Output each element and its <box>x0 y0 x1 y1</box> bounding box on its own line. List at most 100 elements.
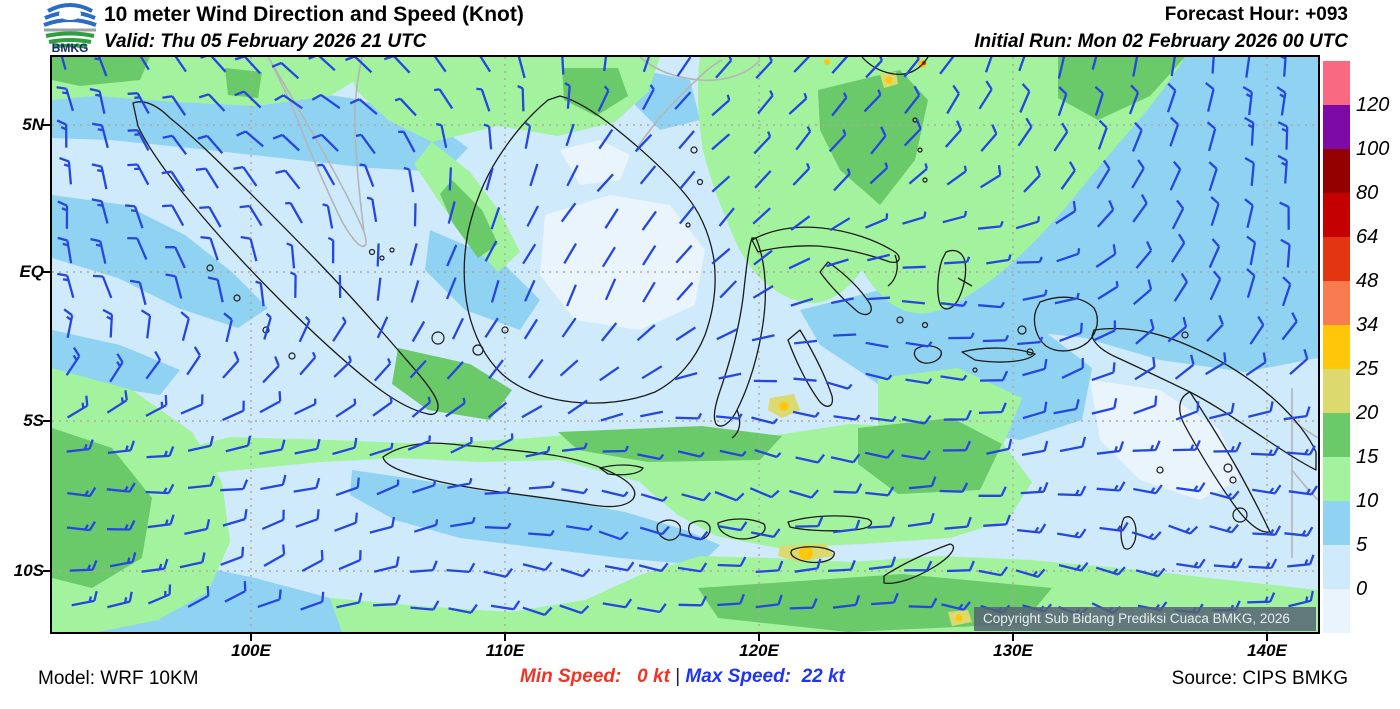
lat-tick-label: 5S <box>23 411 44 430</box>
lon-tick <box>758 634 760 641</box>
island-outline <box>472 344 484 356</box>
coastline-indonesia <box>937 249 967 310</box>
lon-tick <box>1012 634 1014 641</box>
initial-run-label: Initial Run: Mon 02 February 2026 00 UTC <box>974 31 1348 52</box>
wind-barbs <box>56 57 1318 617</box>
lon-tick-label: 100E <box>231 641 271 660</box>
island-outline <box>896 316 904 324</box>
lat-tick-label: 5N <box>22 115 44 134</box>
lon-tick-label: 120E <box>739 641 779 660</box>
speed-shade-spot <box>799 546 813 560</box>
speed-shade-green <box>225 68 262 98</box>
copyright-text: Copyright Sub Bidang Prediksi Cuaca BMKG… <box>983 611 1290 626</box>
island-outline <box>696 178 704 186</box>
speed-shade-spot <box>955 614 963 622</box>
legend-swatch <box>1323 589 1350 633</box>
lat-tick-label: EQ <box>19 262 44 281</box>
legend-tick-label: 0 <box>1356 578 1368 600</box>
island-outline <box>1156 466 1164 474</box>
legend-swatch <box>1323 457 1350 501</box>
wind-map-frame: Copyright Sub Bidang Prediksi Cuaca BMKG… <box>50 55 1320 634</box>
island-outline <box>690 146 698 154</box>
legend-tick-label: 80 <box>1356 182 1379 204</box>
legend-swatch <box>1323 325 1350 369</box>
coastline-indonesia <box>751 226 900 263</box>
source-label: Source: CIPS BMKG <box>1171 668 1348 689</box>
coastline-indonesia <box>1179 391 1271 533</box>
speed-summary: Min Speed: 0 kt | Max Speed: 22 kt <box>520 666 845 688</box>
island-outline <box>501 326 509 334</box>
coastline-indonesia <box>713 237 767 427</box>
lat-tick-label: 10S <box>13 561 44 580</box>
lon-tick-label: 130E <box>993 641 1033 660</box>
legend-tick-label: 64 <box>1356 226 1379 248</box>
coastline-indonesia <box>1091 327 1317 471</box>
lat-tick <box>43 271 50 273</box>
island-outline <box>1232 507 1248 523</box>
speed-shade-green <box>818 70 928 205</box>
speed-shade-green <box>1058 57 1185 120</box>
island-outline <box>1181 331 1189 339</box>
speed-shade-spot <box>824 59 830 65</box>
coastline-indonesia <box>132 101 439 416</box>
speed-shade-spot <box>885 76 893 84</box>
coastline-indonesia <box>861 57 929 76</box>
bmkg-logo-text: BMKG <box>51 41 89 55</box>
speed-shade-palest <box>1090 380 1240 500</box>
speed-shade-sky <box>350 470 720 565</box>
coastline-indonesia <box>1120 516 1137 550</box>
wind-map-canvas[interactable] <box>52 57 1318 632</box>
coastline-indonesia <box>961 347 1036 363</box>
page-title: 10 meter Wind Direction and Speed (Knot) <box>104 3 524 26</box>
speed-shade-green <box>52 428 152 588</box>
legend-tick-label: 10 <box>1356 490 1379 512</box>
speed-separator: | <box>669 666 686 687</box>
coastline-indonesia <box>887 254 898 287</box>
speed-shade-green <box>52 57 150 86</box>
legend-swatch <box>1323 105 1350 149</box>
coastline-indonesia <box>382 442 636 508</box>
speed-shade-sky <box>52 195 268 328</box>
island-outline <box>1223 463 1233 473</box>
island-outline <box>431 331 445 345</box>
coastline-indonesia <box>731 409 741 439</box>
speed-shade-green <box>858 418 1002 494</box>
coastline-indonesia <box>599 464 644 476</box>
lon-tick-label: 110E <box>485 641 525 660</box>
legend-tick-label: 120 <box>1356 94 1390 116</box>
legend-tick-label: 25 <box>1356 358 1379 380</box>
island-outline <box>1017 325 1027 335</box>
bmkg-logo-icon <box>43 3 97 49</box>
coastline-foreign <box>1291 419 1318 439</box>
coastline-indonesia <box>1033 296 1099 352</box>
coastline-indonesia <box>688 520 711 541</box>
coastline-indonesia <box>819 261 872 316</box>
lon-tick-label: 140E <box>1247 641 1287 660</box>
island-outline <box>685 222 691 228</box>
coastline-foreign <box>639 57 761 82</box>
legend-swatch <box>1323 281 1350 325</box>
island-outline <box>288 352 296 360</box>
legend-swatch <box>1323 237 1350 281</box>
coastline-foreign <box>267 57 367 248</box>
island-outline <box>233 294 241 302</box>
island-outline <box>922 177 928 183</box>
max-speed-label: Max Speed: 22 kt <box>685 666 845 687</box>
island-outline <box>917 147 923 153</box>
legend-swatch <box>1323 413 1350 457</box>
model-label: Model: WRF 10KM <box>38 668 199 689</box>
legend-swatch <box>1323 193 1350 237</box>
bmkg-logo: BMKG <box>40 1 100 55</box>
wind-speed-legend <box>1323 61 1350 633</box>
legend-swatch <box>1323 369 1350 413</box>
island-outline <box>368 248 376 256</box>
min-speed-label: Min Speed: 0 kt <box>520 666 670 687</box>
valid-time-label: Valid: Thu 05 February 2026 21 UTC <box>104 31 427 52</box>
island-outline <box>389 247 395 253</box>
lon-tick <box>1266 634 1268 641</box>
coastline-indonesia <box>463 95 716 404</box>
speed-shade-green <box>440 180 498 258</box>
legend-tick-label: 48 <box>1356 270 1379 292</box>
speed-shade-palest <box>560 140 630 185</box>
legend-tick-label: 100 <box>1356 138 1390 160</box>
